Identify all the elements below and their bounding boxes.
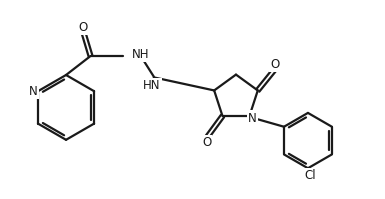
Text: N: N [248,112,257,125]
Text: O: O [271,58,280,71]
Text: O: O [79,21,88,34]
Text: HN: HN [143,79,161,92]
Text: N: N [29,85,38,98]
Text: Cl: Cl [304,169,316,182]
Text: O: O [202,136,211,149]
Text: NH: NH [132,48,149,60]
